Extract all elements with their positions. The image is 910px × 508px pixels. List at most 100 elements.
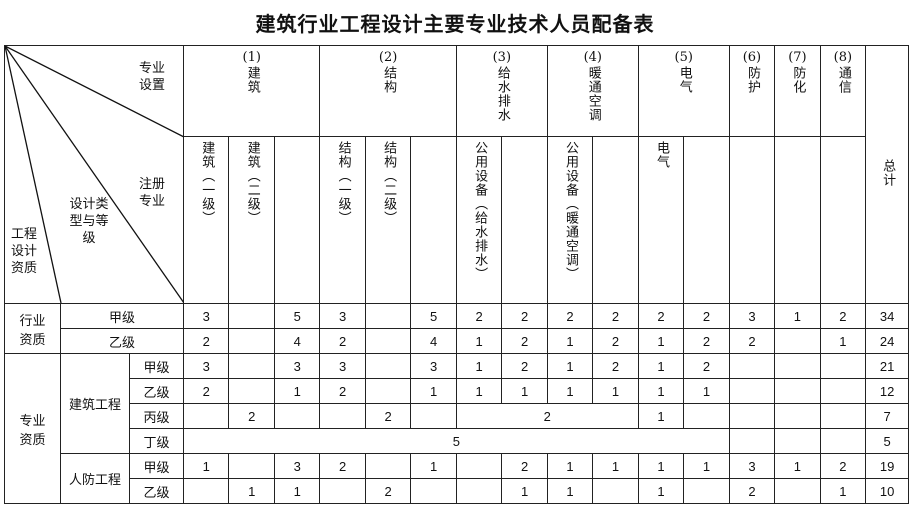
value-cell: 2 — [592, 353, 639, 379]
total-header: 总计 — [865, 45, 910, 304]
total-label: 总计 — [880, 158, 896, 187]
value-cell: 1 — [637, 453, 685, 479]
value-cell: 1 — [546, 353, 594, 379]
registered-specialty-label: 注册专业 — [138, 177, 165, 209]
group-name: 结构 — [381, 66, 397, 94]
value-cell: 3 — [273, 453, 321, 479]
value-cell — [364, 328, 412, 354]
value-cell: 4 — [410, 328, 457, 354]
value-cell — [728, 378, 776, 404]
value-cell — [819, 428, 867, 454]
value-cell: 3 — [182, 303, 230, 329]
value-cell: 1 — [546, 328, 594, 354]
registered-specialty-header — [774, 136, 821, 304]
row-subgroup-label: 人防工程 — [68, 473, 121, 488]
value-cell: 3 — [319, 303, 366, 329]
value-cell: 3 — [273, 353, 321, 379]
value-cell: 2 — [683, 303, 730, 329]
value-cell: 2 — [501, 328, 548, 354]
row-subgroup-label: 建筑工程 — [68, 398, 121, 413]
value-cell — [228, 303, 275, 329]
group-name: 建筑 — [244, 66, 260, 94]
value-cell — [273, 403, 321, 429]
value-cell — [728, 403, 776, 429]
group-name: 通信 — [835, 66, 851, 94]
grade-cell: 甲级 — [60, 303, 184, 329]
group-number: (2) — [378, 50, 398, 65]
group-header: (8) 通信 — [819, 44, 867, 138]
value-cell: 1 — [819, 328, 867, 354]
value-cell: 1 — [592, 378, 639, 404]
value-cell: 1 — [546, 478, 594, 504]
value-cell: 1 — [637, 378, 685, 404]
registered-specialty-header: 电气 — [637, 136, 685, 304]
value-cell — [774, 378, 821, 404]
value-cell: 1 — [410, 453, 457, 479]
value-cell — [819, 403, 867, 429]
group-header: (6) 防护 — [728, 44, 776, 138]
corner-header: 专业设置 注册专业 设计类型与等级 工程设计资质 — [4, 45, 184, 304]
value-cell: 2 — [364, 478, 412, 504]
group-header: (3) 给水排水 — [455, 44, 548, 138]
value-cell: 1 — [774, 303, 821, 329]
group-number: (5) — [674, 50, 693, 65]
table-row: 丙级 2 2 2 1 7 — [5, 403, 910, 429]
grade-cell: 甲级 — [129, 353, 184, 379]
header-row-registered: 建筑（一级） 建筑（二级） 结构（一级） 结构（二级） 公用设备（给水排水） 公用设备（暖… — [5, 136, 909, 304]
value-cell — [228, 328, 275, 354]
group-name: 防护 — [744, 66, 760, 94]
value-cell — [774, 403, 821, 429]
group-number: (6) — [742, 50, 762, 65]
group-header: (7) 防化 — [774, 44, 821, 138]
value-cell: 2 — [819, 453, 867, 479]
value-cell — [182, 478, 230, 504]
value-cell: 5 — [410, 303, 457, 329]
value-cell — [455, 453, 503, 479]
grade-cell: 乙级 — [129, 478, 184, 504]
registered-specialty-label: 公用设备（给水排水） — [472, 141, 488, 282]
table-row: 行业资质 甲级 3 5 3 5 2 2 2 2 2 2 3 1 2 34 — [4, 303, 910, 354]
value-cell: 24 — [865, 328, 910, 354]
registered-specialty-header — [501, 136, 548, 304]
value-cell — [319, 403, 366, 429]
grade-cell: 乙级 — [129, 378, 184, 404]
value-cell: 1 — [455, 353, 503, 379]
page-title: 建筑行业工程设计主要专业技术人员配备表 — [255, 12, 655, 36]
value-cell: 1 — [455, 378, 503, 404]
row-group-industry: 行业资质 — [4, 303, 61, 354]
value-cell: 2 — [319, 378, 366, 404]
value-cell — [728, 353, 776, 379]
grade-cell: 甲级 — [129, 453, 184, 479]
value-cell — [683, 478, 730, 504]
group-header: (1) 建筑 — [182, 44, 321, 138]
group-name: 暖通空调 — [585, 66, 601, 122]
value-cell — [592, 478, 639, 504]
value-cell: 2 — [819, 303, 867, 329]
header-row-groups: 专业设置 注册专业 设计类型与等级 工程设计资质 (1) 建筑 (2) 结构 (3) 给水… — [4, 44, 910, 304]
registered-specialty-header: 公用设备（给水排水） — [455, 136, 503, 304]
value-cell: 1 — [273, 378, 321, 404]
value-cell — [410, 478, 457, 504]
group-number: (8) — [833, 50, 853, 65]
group-name: 防化 — [790, 66, 806, 94]
registered-specialty-header — [592, 136, 639, 304]
value-cell: 2 — [501, 303, 548, 329]
registered-specialty-header — [683, 136, 730, 304]
value-cell — [728, 428, 776, 454]
value-cell: 1 — [774, 453, 821, 479]
value-cell: 19 — [865, 453, 910, 479]
value-cell: 2 — [228, 403, 275, 429]
table-row: 专业资质 建筑工程 甲级 3 3 3 3 1 2 1 2 1 2 21 — [4, 353, 910, 504]
value-cell: 1 — [637, 353, 685, 379]
design-type-grade-label: 设计类型与等级 — [69, 197, 109, 246]
group-number: (7) — [788, 50, 807, 65]
group-number: (1) — [242, 50, 261, 65]
value-cell: 1 — [683, 453, 730, 479]
registered-specialty-header — [819, 136, 867, 304]
value-cell: 4 — [273, 328, 321, 354]
value-cell — [683, 403, 730, 429]
grade-cell: 乙级 — [60, 328, 184, 354]
value-cell: 10 — [865, 478, 910, 504]
value-cell: 2 — [319, 453, 366, 479]
table-row: 乙级 2 4 2 4 1 2 1 2 1 2 2 1 24 — [5, 328, 910, 354]
